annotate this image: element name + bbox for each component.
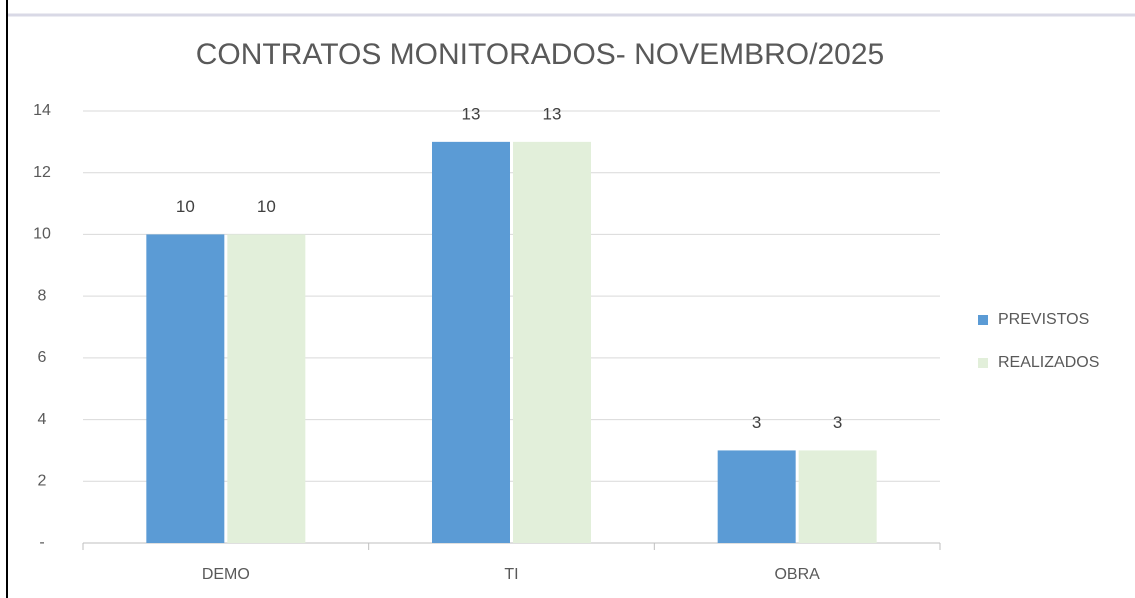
bar bbox=[227, 234, 306, 543]
x-tick-label: DEMO bbox=[202, 566, 250, 583]
y-tick-label: 10 bbox=[33, 226, 51, 243]
legend-label: REALIZADOS bbox=[998, 354, 1099, 371]
bar bbox=[717, 450, 796, 543]
data-label: 13 bbox=[543, 104, 562, 123]
y-tick-label: 8 bbox=[38, 287, 47, 304]
bar bbox=[146, 234, 225, 543]
y-tick-label: 14 bbox=[33, 102, 51, 119]
data-label: 3 bbox=[752, 413, 761, 432]
chart-title: CONTRATOS MONITORADOS- NOVEMBRO/2025 bbox=[196, 38, 884, 71]
y-tick-label: 2 bbox=[38, 473, 47, 490]
data-label: 13 bbox=[462, 104, 481, 123]
bar bbox=[513, 141, 591, 543]
bar bbox=[798, 450, 877, 543]
bar bbox=[432, 141, 510, 543]
data-label: 10 bbox=[257, 197, 276, 216]
y-tick-label: 12 bbox=[33, 164, 51, 181]
legend-label: PREVISTOS bbox=[998, 311, 1089, 328]
data-label: 10 bbox=[176, 197, 195, 216]
data-label: 3 bbox=[833, 413, 842, 432]
y-tick-label: - bbox=[39, 534, 44, 551]
y-tick-label: 6 bbox=[38, 349, 47, 366]
legend-swatch bbox=[978, 315, 988, 325]
legend-swatch bbox=[978, 358, 988, 368]
x-tick-label: OBRA bbox=[774, 566, 820, 583]
x-tick-label: TI bbox=[504, 566, 518, 583]
y-tick-label: 4 bbox=[38, 411, 47, 428]
